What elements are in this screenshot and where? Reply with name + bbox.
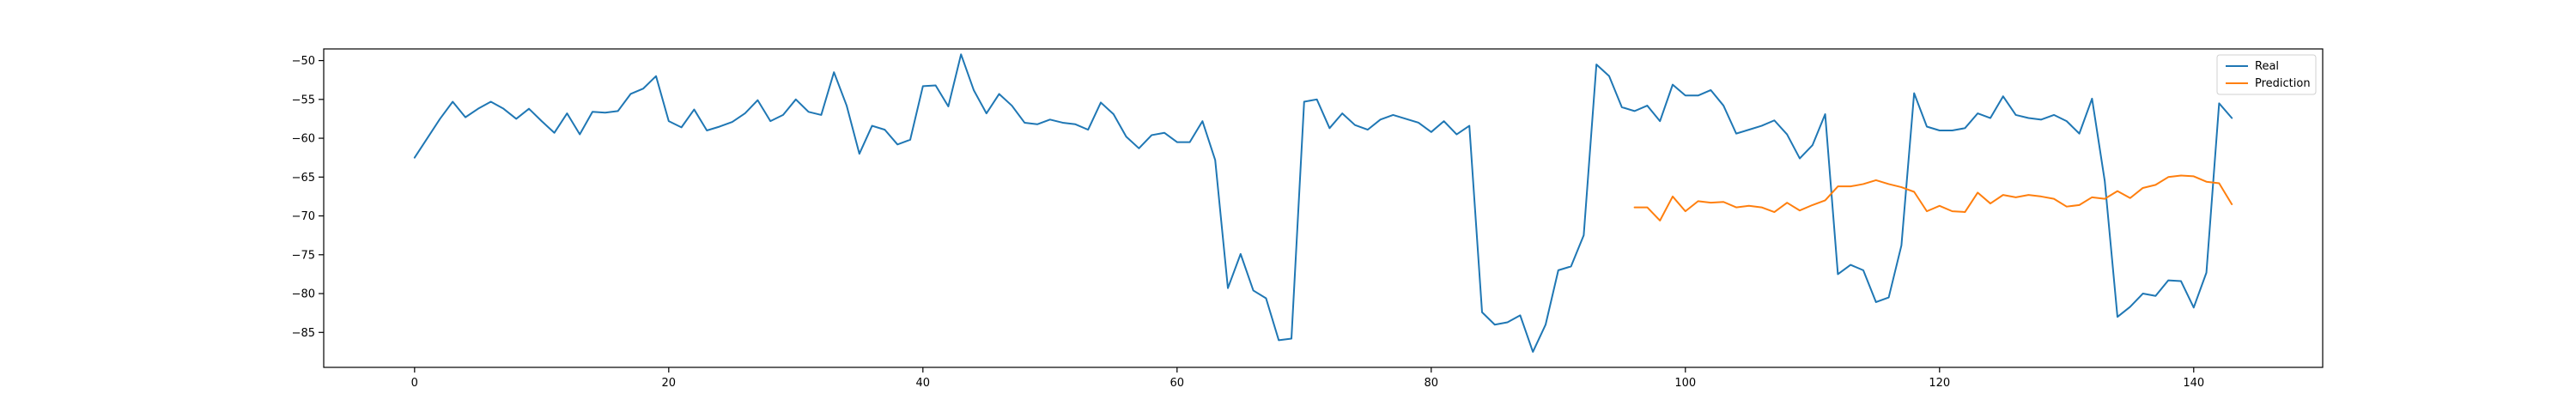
x-tick-label: 20 [662,377,677,390]
series-prediction [1633,174,2233,221]
series-real [413,53,2233,353]
y-tick-label: −85 [292,327,315,340]
series-line-real [413,53,2233,353]
y-tick-label: −60 [292,133,315,146]
y-tick-label: −50 [292,55,315,68]
x-tick-label: 100 [1674,377,1696,390]
legend-box [2216,54,2317,95]
legend-prediction-label: Prediction [2255,77,2311,90]
x-tick-label: 140 [2183,377,2204,390]
plot-area [324,49,2323,367]
series-line-prediction [1633,174,2233,221]
y-tick-label: −70 [292,210,315,223]
x-tick-label: 120 [1929,377,1950,390]
y-tick-label: −65 [292,172,315,185]
y-axis-ticks: −85 −80 −75 −70 −65 −60 −55 −50 [292,55,324,340]
y-tick-label: −80 [292,288,315,301]
plot-frame [323,48,2324,368]
y-tick-label: −75 [292,249,315,262]
x-axis-ticks: 0 20 40 60 80 100 120 140 [411,367,2204,390]
x-tick-label: 80 [1425,377,1439,390]
y-tick-label: −55 [292,94,315,106]
legend: Real Prediction [2216,54,2317,95]
x-tick-label: 60 [1170,377,1185,390]
legend-real-label: Real [2255,60,2279,73]
series-group [413,53,2233,353]
x-tick-label: 0 [411,377,418,390]
x-tick-label: 40 [916,377,931,390]
